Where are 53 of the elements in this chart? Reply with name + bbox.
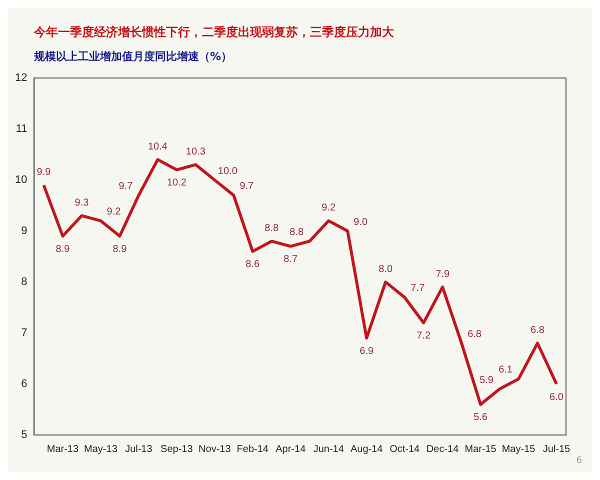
- data-label: 8.7: [284, 254, 298, 266]
- data-label: 6.1: [498, 364, 513, 376]
- data-label: 9.3: [74, 197, 90, 208]
- x-tick-label: Nov-13: [198, 444, 232, 455]
- x-tick-label: Apr-14: [276, 444, 306, 455]
- data-label: 10.0: [218, 166, 238, 177]
- data-label: 7.9: [436, 268, 450, 280]
- x-tick-label: Mar-15: [464, 444, 497, 455]
- data-label: 6.8: [530, 324, 545, 336]
- y-tick-label: 12: [14, 72, 28, 84]
- x-tick-label: Dec-14: [426, 444, 460, 455]
- data-label: 8.8: [264, 222, 280, 234]
- data-label: 9.7: [118, 181, 134, 192]
- data-label: 6.9: [360, 346, 374, 357]
- x-tick-label: Sep-13: [160, 444, 194, 455]
- x-tick-label: Oct-14: [390, 444, 420, 455]
- data-label: 10.3: [186, 146, 206, 158]
- data-label: 7.2: [416, 330, 431, 342]
- data-label: 8.9: [112, 244, 128, 255]
- chart-subtitle: 规模以上工业增加值月度同比增速（%）: [32, 49, 234, 64]
- y-tick-label: 7: [21, 327, 28, 340]
- y-tick-label: 11: [16, 123, 28, 136]
- y-tick-label: 6: [21, 378, 28, 390]
- x-tick-label: Aug-14: [350, 444, 384, 455]
- x-tick-label: Mar-13: [46, 444, 79, 455]
- data-label: 6.8: [468, 328, 482, 340]
- data-label: 9.9: [36, 166, 52, 178]
- y-tick-label: 9: [21, 225, 28, 238]
- data-label: 7.7: [410, 283, 425, 294]
- text: 6: [576, 456, 582, 466]
- x-tick-label: Jun-14: [313, 444, 344, 455]
- y-tick-label: 10: [14, 174, 28, 186]
- data-label: 10.4: [148, 141, 168, 152]
- x-tick-label: Jul-13: [125, 444, 153, 455]
- chart-title: 今年一季度经济增长惯性下行，二季度出现弱复苏，三季度压力加大: [33, 24, 395, 41]
- data-label: 9.2: [322, 202, 336, 214]
- x-tick-label: Feb-14: [236, 444, 269, 455]
- data-label: 5.9: [480, 374, 494, 386]
- data-label: 8.9: [56, 244, 70, 255]
- x-tick-label: Jul-15: [542, 444, 571, 455]
- data-label: 6.0: [550, 392, 564, 403]
- x-tick-label: May-15: [502, 444, 536, 455]
- data-label: 8.8: [290, 226, 304, 238]
- data-label: 5.6: [474, 412, 488, 424]
- data-label: 9.2: [106, 206, 122, 218]
- data-label: 8.6: [246, 259, 260, 270]
- x-tick-label: May-13: [84, 444, 118, 455]
- data-label: 10.2: [166, 178, 187, 189]
- y-tick-label: 8: [21, 276, 28, 288]
- data-label: 9.0: [354, 216, 368, 228]
- data-label: 9.7: [240, 181, 254, 192]
- y-tick-label: 5: [21, 429, 28, 442]
- data-label: 8.0: [378, 264, 393, 275]
